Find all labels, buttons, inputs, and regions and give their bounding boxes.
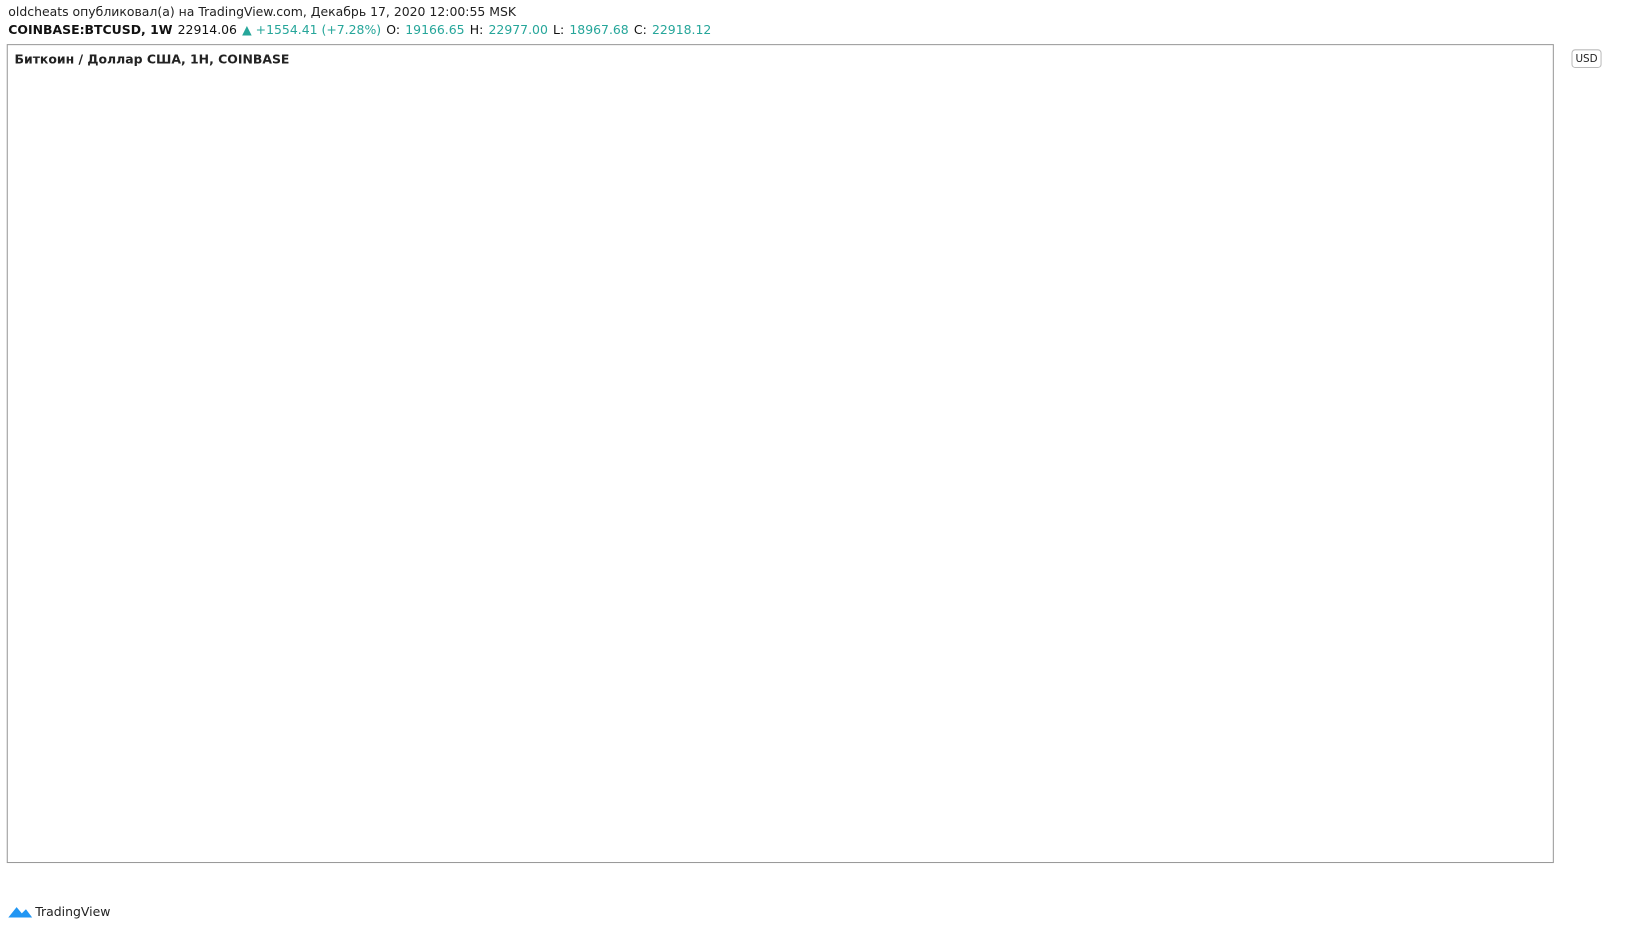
quote-part: L: bbox=[553, 22, 564, 37]
footer: TradingView bbox=[8, 904, 110, 919]
quote-part: 22914.06 bbox=[178, 22, 237, 37]
quote-part: 22918.12 bbox=[652, 22, 711, 37]
quote-part: O: bbox=[386, 22, 400, 37]
quote-part: ▲ +1554.41 (+7.28%) bbox=[242, 22, 381, 37]
quote-part: 18967.68 bbox=[569, 22, 628, 37]
quote-part: H: bbox=[470, 22, 484, 37]
quote-part: 19166.65 bbox=[405, 22, 464, 37]
quote-part: COINBASE:BTCUSD, 1W bbox=[8, 22, 172, 37]
publisher: oldcheats опубликовал(а) на TradingView.… bbox=[8, 4, 517, 19]
quote-line: COINBASE:BTCUSD, 1W 22914.06 ▲ +1554.41 (+… bbox=[8, 22, 711, 37]
quote-part: C: bbox=[634, 22, 647, 37]
logo bbox=[8, 907, 33, 918]
chart-title: Биткоин / Доллар США, 1Н, COINBASE bbox=[15, 52, 290, 67]
plot-frame bbox=[6, 44, 1554, 864]
currency-box bbox=[1571, 49, 1602, 68]
currency: USD bbox=[1575, 53, 1597, 65]
footer-text: TradingView bbox=[34, 904, 110, 919]
quote-part: 22977.00 bbox=[489, 22, 548, 37]
